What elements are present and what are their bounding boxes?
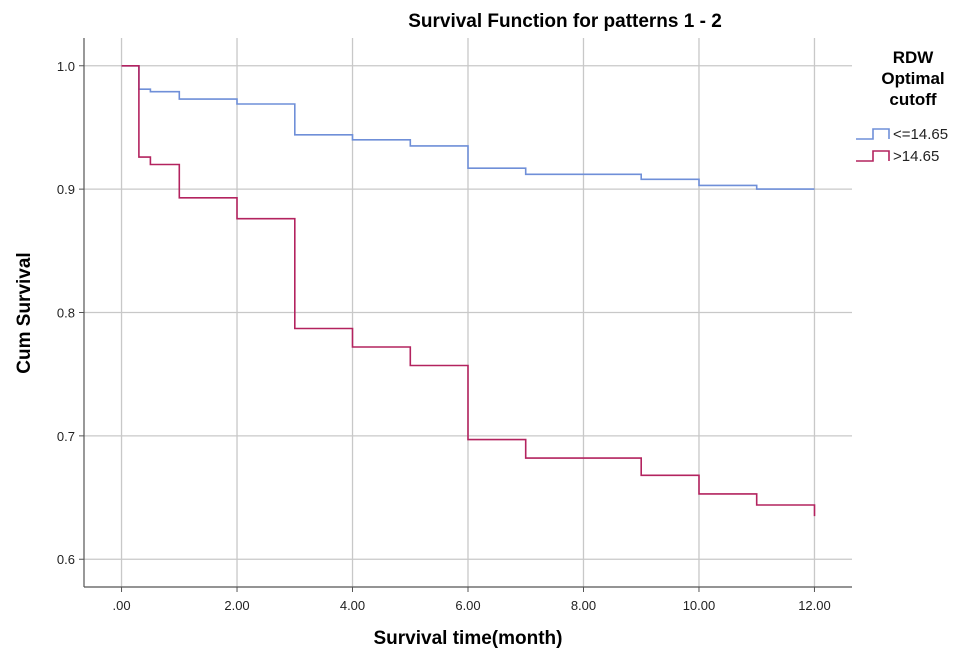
legend-swatch-1 — [856, 150, 890, 162]
legend-items: <=14.65 >14.65 — [856, 126, 948, 165]
y-tick-label-0: 0.6 — [57, 552, 75, 567]
x-tick-label-1: 2.00 — [224, 598, 249, 613]
legend-item-1: >14.65 — [856, 148, 939, 165]
y-axis-title: Cum Survival — [14, 252, 35, 373]
legend-label-0: <=14.65 — [893, 126, 948, 143]
chart-title: Survival Function for patterns 1 - 2 — [408, 11, 722, 32]
tick-labels: .00 2.00 4.00 6.00 8.00 10.00 12.00 0.6 0.7 0.8 0.… — [57, 59, 831, 613]
legend-title-line-1: RDW — [893, 48, 935, 67]
grid — [84, 38, 852, 587]
x-tick-label-6: 12.00 — [798, 598, 831, 613]
x-axis-title: Survival time(month) — [374, 628, 563, 649]
series-lines — [121, 65, 816, 517]
y-tick-label-1: 0.7 — [57, 429, 75, 444]
legend-swatch-0 — [856, 128, 890, 140]
x-tick-label-5: 10.00 — [683, 598, 716, 613]
axes — [79, 38, 852, 592]
legend-title-line-3: cutoff — [889, 90, 937, 109]
y-tick-label-4: 1.0 — [57, 59, 75, 74]
x-tick-label-2: 4.00 — [340, 598, 365, 613]
y-tick-label-2: 0.8 — [57, 306, 75, 321]
legend-item-0: <=14.65 — [856, 126, 948, 143]
legend: RDW Optimal cutoff <=14.65 >14.65 — [856, 48, 948, 165]
x-tick-label-4: 8.00 — [571, 598, 596, 613]
y-tick-label-3: 0.9 — [57, 182, 75, 197]
x-tick-label-0: .00 — [112, 598, 130, 613]
x-tick-label-3: 6.00 — [455, 598, 480, 613]
legend-title-line-2: Optimal — [881, 69, 944, 88]
series-line-1 — [121, 65, 816, 517]
legend-label-1: >14.65 — [893, 148, 939, 165]
series-line-0 — [121, 65, 815, 190]
